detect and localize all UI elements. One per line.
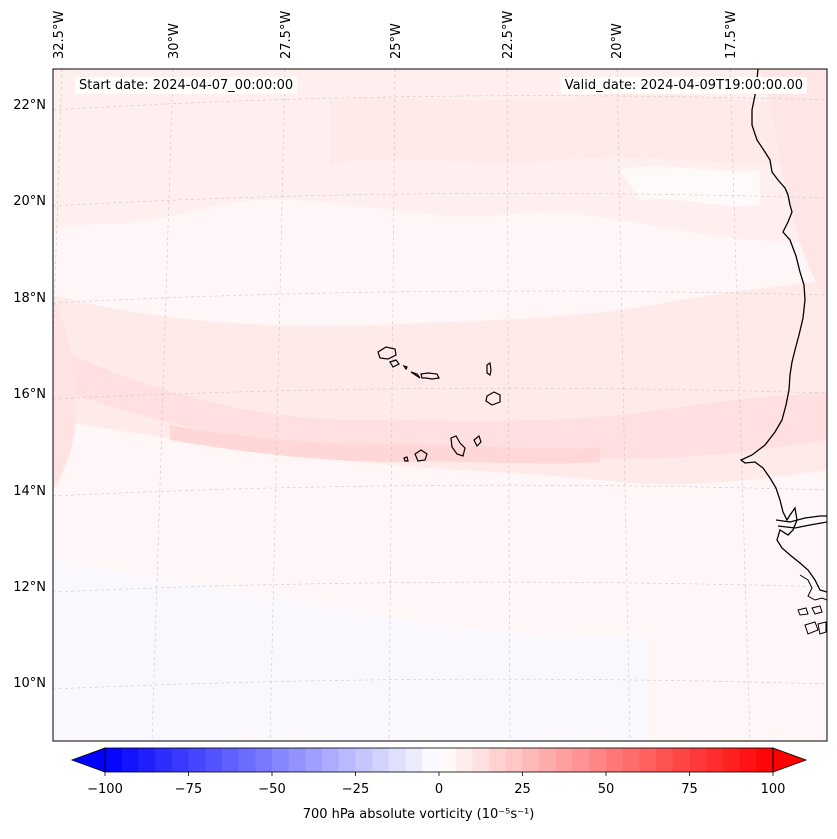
african-coastline [739,69,827,593]
cb-tick-label: 0 [434,782,444,797]
vorticity-shade-white-pocket [620,166,760,207]
graticule [53,69,827,741]
cb-tick-label: −100 [87,782,123,797]
vorticity-band-core [170,425,600,464]
lat-label-10n: 10°N [13,676,46,691]
guinea-coast-detail [799,574,827,601]
colorbar-segment [555,748,574,772]
colorbar-segment [405,748,423,772]
colorbar-segment [138,748,156,772]
colorbar-segment [155,748,173,772]
bissagos-islands [797,605,827,635]
colorbar-segment [121,748,139,772]
cb-tick-label: 100 [760,782,786,797]
lat-label-22n: 22°N [13,98,46,113]
colorbar-segment [171,748,189,772]
island-sal [486,361,492,376]
lat-label-20n: 20°N [13,194,46,209]
cb-tick-label: −50 [258,782,286,797]
colorbar-segment [756,748,774,772]
vorticity-band-inner [60,350,827,459]
colorbar-segment [439,748,457,772]
gambia-inlet-2 [777,521,827,529]
vorticity-shade-east [760,69,827,300]
valid-date-label: Valid_date: 2024-04-09T19:00:00.00 [560,77,807,94]
cape-verde-islands [377,346,501,462]
colorbar-segment [606,748,624,772]
colorbar-segment [656,748,674,772]
colorbar-segment [505,748,523,772]
island-santiago [450,435,466,457]
colorbar-segment [188,748,206,772]
island-boa-vista [485,391,501,406]
colorbar-segment [238,748,256,772]
colorbar [70,747,808,776]
island-sao-nicolau [410,371,421,379]
colorbar-segment [539,748,557,772]
lat-label-18n: 18°N [13,291,46,306]
colorbar-segment [205,748,223,772]
colorbar-segment [622,748,640,772]
colorbar-label: 700 hPa absolute vorticity (10⁻⁵s⁻¹) [302,807,535,822]
colorbar-segment [472,748,490,772]
colorbar-segment [589,748,607,772]
colorbar-segment [489,748,507,772]
cb-tick-label: 25 [514,782,531,797]
island-maio [473,434,482,448]
colorbar-segment [355,748,373,772]
cb-tick-label: 50 [597,782,615,797]
cb-tick-label: −75 [174,782,203,797]
colorbar-extend-low [70,747,106,773]
cb-tick-label: −25 [341,782,370,797]
lat-label-16n: 16°N [13,387,46,402]
colorbar-segment [272,748,290,772]
island-fogo [414,449,428,462]
island-brava [403,456,409,462]
colorbar-segment [572,748,590,772]
island-santa-luzia [402,364,408,371]
vorticity-shade-south [53,560,650,741]
colorbar-segment [672,748,690,772]
start-date-label: Start date: 2024-04-07_00:00:00 [75,77,298,94]
colorbar-segment [338,748,356,772]
lat-label-14n: 14°N [13,484,46,499]
colorbar-segment [689,748,707,772]
colorbar-segment [706,748,724,772]
colorbar-segment [455,748,473,772]
colorbar-segment [388,748,407,772]
vorticity-shade-north-patch [330,92,800,165]
colorbar-segment [305,748,323,772]
colorbar-segment [105,748,123,772]
island-sao-vicente [389,359,400,368]
colorbar-segment [739,748,757,772]
colorbar-segment [255,748,273,772]
lat-label-12n: 12°N [13,580,46,595]
colorbar-segment [639,748,657,772]
colorbar-segment [221,748,240,772]
gambia-inlet [775,515,827,523]
map-frame [52,68,828,742]
island-santo-antao [377,346,397,360]
island-sao-nicolau-2 [420,372,440,380]
colorbar-segment [422,748,440,772]
colorbar-segment [722,748,741,772]
cb-tick-label: 75 [681,782,698,797]
colorbar-segment [372,748,390,772]
colorbar-segment [288,748,306,772]
vorticity-shade-west [53,300,77,490]
colorbar-segment [522,748,540,772]
colorbar-extend-high [772,747,808,773]
colorbar-segment [322,748,340,772]
